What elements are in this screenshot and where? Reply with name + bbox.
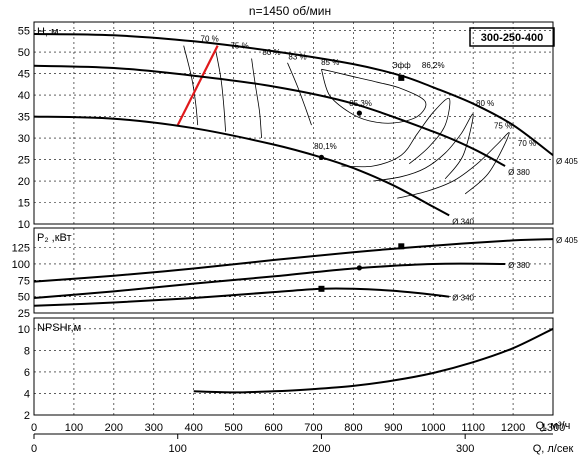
- efficiency-contour: [251, 58, 262, 139]
- efficiency-label: 85 %: [321, 58, 339, 67]
- y-axis-label: H, м: [37, 26, 59, 38]
- duty-marker: [356, 265, 362, 271]
- x-tick-label: 800: [344, 422, 362, 434]
- y-tick-label: 25: [18, 308, 30, 320]
- efficiency-label: 80 %: [262, 48, 280, 57]
- y-tick-label: 50: [18, 47, 30, 59]
- efficiency-label: 85,3%: [349, 99, 372, 108]
- limit-line: [176, 45, 219, 126]
- x-secondary-tick-label: 300: [456, 443, 474, 455]
- panel-frame: [33, 317, 554, 416]
- x-axis-secondary-label: Q, л/сек: [533, 443, 574, 455]
- x-tick-label: 600: [264, 422, 282, 434]
- npsh-panel: 2 4 6 8 10 NPSHr,м: [18, 317, 554, 422]
- efficiency-label: 86,2%: [422, 61, 445, 70]
- model-label: 300-250-400: [481, 32, 543, 44]
- y-tick-label: 125: [12, 243, 30, 255]
- series-line: [33, 287, 450, 307]
- y-tick-label: 40: [18, 90, 30, 102]
- y-tick-label: 30: [18, 133, 30, 145]
- y-tick-label: 4: [24, 388, 30, 400]
- series-label: Ø 340: [452, 217, 474, 226]
- x-axis: Q, м³/ч Q, л/сек 0 100 200 300 400 500 600 700 8…: [31, 420, 574, 455]
- bep-marker: [318, 285, 325, 292]
- x-tick-label: 1200: [501, 422, 525, 434]
- x-axis-label: Q, м³/ч: [536, 420, 571, 432]
- duty-marker: [356, 110, 362, 116]
- x-tick-label: 0: [31, 422, 37, 434]
- series-label: Ø 405: [556, 236, 578, 245]
- y-tick-label: 10: [18, 219, 30, 231]
- series-line: [33, 262, 506, 299]
- y-tick-label: 100: [12, 259, 30, 271]
- bep-marker: [398, 74, 405, 81]
- series-label: Ø 340: [452, 294, 474, 303]
- x-tick-label: 300: [145, 422, 163, 434]
- y-axis-label: P₂ ,кВт: [37, 232, 72, 244]
- efficiency-contour: [287, 62, 312, 126]
- y-tick-label: 15: [18, 198, 30, 210]
- efficiency-contour: [215, 49, 226, 132]
- y-tick-label: 20: [18, 176, 30, 188]
- x-secondary-tick-label: 100: [169, 443, 187, 455]
- x-tick-label: 700: [304, 422, 322, 434]
- efficiency-label: 70 %: [201, 34, 219, 43]
- power-panel: 25 50 75 100 125 P₂ ,кВт Ø 405 Ø 380 Ø 340: [12, 227, 578, 320]
- y-tick-label: 55: [18, 26, 30, 38]
- efficiency-label: 70 %: [518, 139, 536, 148]
- efficiency-label: Эфф: [392, 61, 411, 70]
- series-line: [33, 64, 506, 167]
- series-label: Ø 380: [508, 168, 530, 177]
- x-tick-label: 500: [224, 422, 242, 434]
- bep-marker: [398, 243, 405, 250]
- series-line: [193, 327, 554, 394]
- series-line: [33, 238, 554, 283]
- x-tick-label: 400: [185, 422, 203, 434]
- series-line: [33, 33, 554, 157]
- y-tick-label: 50: [18, 292, 30, 304]
- head-panel: 10 15 20 25 30 35 40 45 50 55 H, м Ø 405 Ø 380 Ø 340 7…: [18, 21, 578, 231]
- series-line: [33, 115, 450, 217]
- efficiency-contour: [373, 113, 474, 182]
- panel-frame: [33, 227, 554, 314]
- series-label: Ø 405: [556, 157, 578, 166]
- x-tick-label: 1100: [461, 422, 485, 434]
- y-tick-label: 6: [24, 367, 30, 379]
- y-tick-label: 45: [18, 69, 30, 81]
- x-tick-label: 1300: [541, 422, 565, 434]
- efficiency-label: 75 %: [230, 42, 248, 51]
- efficiency-label: 80,1%: [314, 142, 337, 151]
- x-tick-label: 100: [65, 422, 83, 434]
- y-tick-label: 10: [18, 324, 30, 336]
- x-secondary-tick-label: 200: [312, 443, 330, 455]
- series-label: Ø 380: [508, 261, 530, 270]
- x-tick-label: 900: [384, 422, 402, 434]
- y-tick-label: 25: [18, 155, 30, 167]
- efficiency-contour: [341, 97, 451, 168]
- panel-frame: [33, 21, 554, 225]
- model-badge: 300-250-400: [469, 27, 555, 47]
- efficiency-contour: [397, 132, 510, 199]
- efficiency-label: 83 %: [288, 52, 306, 61]
- chart-title: n=1450 об/мин: [249, 4, 331, 18]
- x-tick-label: 1000: [421, 422, 445, 434]
- efficiency-label: 80 %: [476, 99, 494, 108]
- y-tick-label: 8: [24, 345, 30, 357]
- y-tick-label: 35: [18, 112, 30, 124]
- efficiency-contour: [183, 45, 199, 126]
- y-axis-label: NPSHr,м: [37, 322, 81, 334]
- efficiency-contour: [321, 68, 427, 124]
- y-tick-label: 2: [24, 410, 30, 422]
- efficiency-label: 75 %: [494, 122, 512, 131]
- duty-marker: [318, 154, 325, 160]
- y-tick-label: 75: [18, 275, 30, 287]
- x-tick-label: 200: [105, 422, 123, 434]
- x-secondary-tick-label: 0: [31, 443, 37, 455]
